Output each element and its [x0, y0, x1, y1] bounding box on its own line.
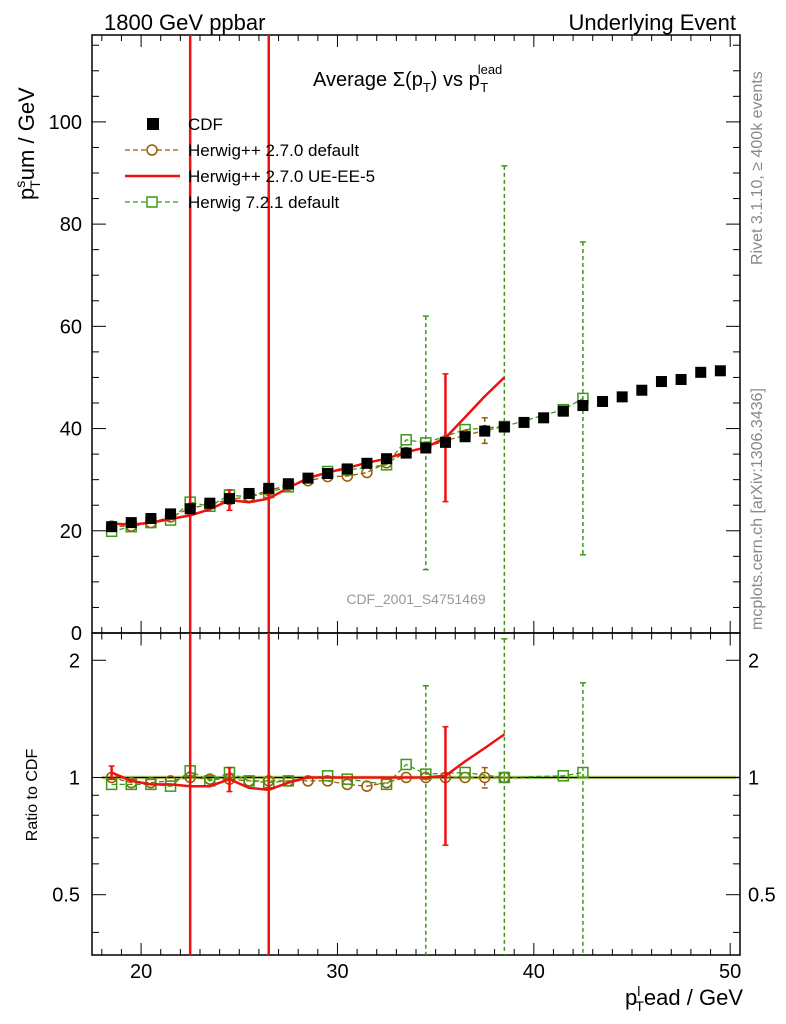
- ratio-tick-label-right: 0.5: [748, 885, 776, 907]
- data-point: [380, 778, 393, 791]
- data-point: [341, 773, 354, 785]
- data-point: [400, 758, 412, 771]
- data-point: [321, 770, 334, 782]
- chart-title: Average Σ(pT) vs plead T: [313, 62, 502, 95]
- data-point: [577, 766, 589, 779]
- x-tick-label: 50: [719, 961, 741, 983]
- data-point: [125, 517, 137, 529]
- data-point: [675, 373, 687, 385]
- y-tick-label: 40: [60, 419, 82, 441]
- data-point: [204, 497, 216, 509]
- legend-entry: Herwig++ 2.7.0 UE-EE-5: [125, 167, 375, 186]
- data-point: [616, 391, 628, 403]
- y-tick-label: 0: [71, 623, 82, 645]
- ratio-tick-label-right: 1: [748, 767, 759, 789]
- data-point: [302, 775, 314, 787]
- legend-marker: [147, 118, 159, 130]
- data-point: [420, 442, 432, 454]
- data-point: [420, 768, 432, 780]
- data-point: [695, 366, 707, 378]
- series-line: [111, 763, 584, 787]
- legend-marker: [146, 144, 158, 156]
- data-point: [498, 421, 510, 433]
- data-point: [655, 376, 667, 388]
- ratio-tick-label-right: 2: [748, 650, 759, 672]
- series-line: [111, 733, 506, 792]
- y-tick-label: 80: [60, 214, 82, 236]
- legend-label: Herwig 7.2.1 default: [188, 193, 339, 212]
- legend-label: CDF: [188, 115, 223, 134]
- data-point: [538, 412, 550, 424]
- data-point: [125, 778, 138, 791]
- legend-label: Herwig++ 2.7.0 UE-EE-5: [188, 167, 375, 186]
- data-point: [478, 771, 491, 784]
- x-tick-label: 20: [130, 961, 152, 983]
- legend-label: Herwig++ 2.7.0 default: [188, 141, 359, 160]
- data-point: [243, 775, 255, 787]
- header-right: Underlying Event: [568, 10, 736, 35]
- data-point: [518, 416, 530, 428]
- data-point: [282, 478, 294, 490]
- data-point: [341, 463, 353, 475]
- main-panel: 0 20 40 60 80 100: [49, 34, 741, 955]
- x-axis-label: pl Tead / GeV: [625, 983, 743, 1014]
- data-point: [714, 365, 726, 377]
- data-point: [400, 434, 412, 446]
- data-point: [381, 453, 393, 465]
- header-left: 1800 GeV ppbar: [104, 10, 265, 35]
- y-axis-label: psTum / GeV: [12, 87, 43, 200]
- mcplots-label: mcplots.cern.ch [arXiv:1306.3436]: [749, 388, 766, 630]
- data-point: [459, 766, 471, 779]
- ratio-ylabel: Ratio to CDF: [24, 749, 41, 842]
- data-point: [439, 436, 451, 448]
- ratio-frame: [91, 632, 741, 956]
- ratio-tick-label: 1: [69, 767, 80, 789]
- rivet-label: Rivet 3.1.10, ≥ 400k events: [749, 71, 766, 265]
- data-point: [322, 468, 334, 480]
- data-point: [302, 472, 314, 484]
- ratio-panel: 20 30 40 50 0.5 0.5 1 1 2 2: [52, 632, 776, 983]
- data-point: [165, 508, 177, 520]
- data-point: [361, 457, 373, 469]
- data-point: [479, 425, 491, 437]
- data-point: [164, 780, 177, 792]
- data-point: [184, 503, 196, 515]
- labels: 1800 GeV ppbar Underlying Event Rivet 3.…: [12, 10, 766, 1014]
- data-point: [400, 447, 412, 459]
- ratio-tick-label: 2: [69, 650, 80, 672]
- data-point: [223, 493, 235, 505]
- data-point: [263, 482, 275, 494]
- y-tick-label: 60: [60, 316, 82, 338]
- analysis-watermark: CDF_2001_S4751469: [346, 591, 486, 607]
- data-point: [636, 384, 648, 396]
- data-point: [498, 771, 511, 784]
- data-point: [459, 431, 471, 443]
- y-tick-label: 20: [60, 521, 82, 543]
- data-point: [557, 770, 570, 782]
- data-point: [106, 521, 118, 533]
- data-point: [597, 395, 609, 407]
- data-point: [145, 513, 157, 525]
- data-point: [243, 487, 255, 499]
- legend-marker: [146, 196, 158, 208]
- data-point: [557, 405, 569, 417]
- svg-text:psTum / GeV: psTum / GeV: [12, 87, 43, 200]
- legend-entry: Herwig++ 2.7.0 default: [125, 141, 359, 160]
- data-point: [577, 400, 589, 412]
- ratio-tick-label: 0.5: [52, 885, 80, 907]
- x-tick-label: 30: [326, 961, 348, 983]
- y-tick-label: 100: [49, 112, 82, 134]
- legend-entry: CDF: [147, 115, 223, 134]
- x-tick-label: 40: [523, 961, 545, 983]
- legend: CDF Herwig++ 2.7.0 default Herwig++ 2.7.0 …: [125, 115, 375, 212]
- legend-entry: Herwig 7.2.1 default: [125, 193, 339, 212]
